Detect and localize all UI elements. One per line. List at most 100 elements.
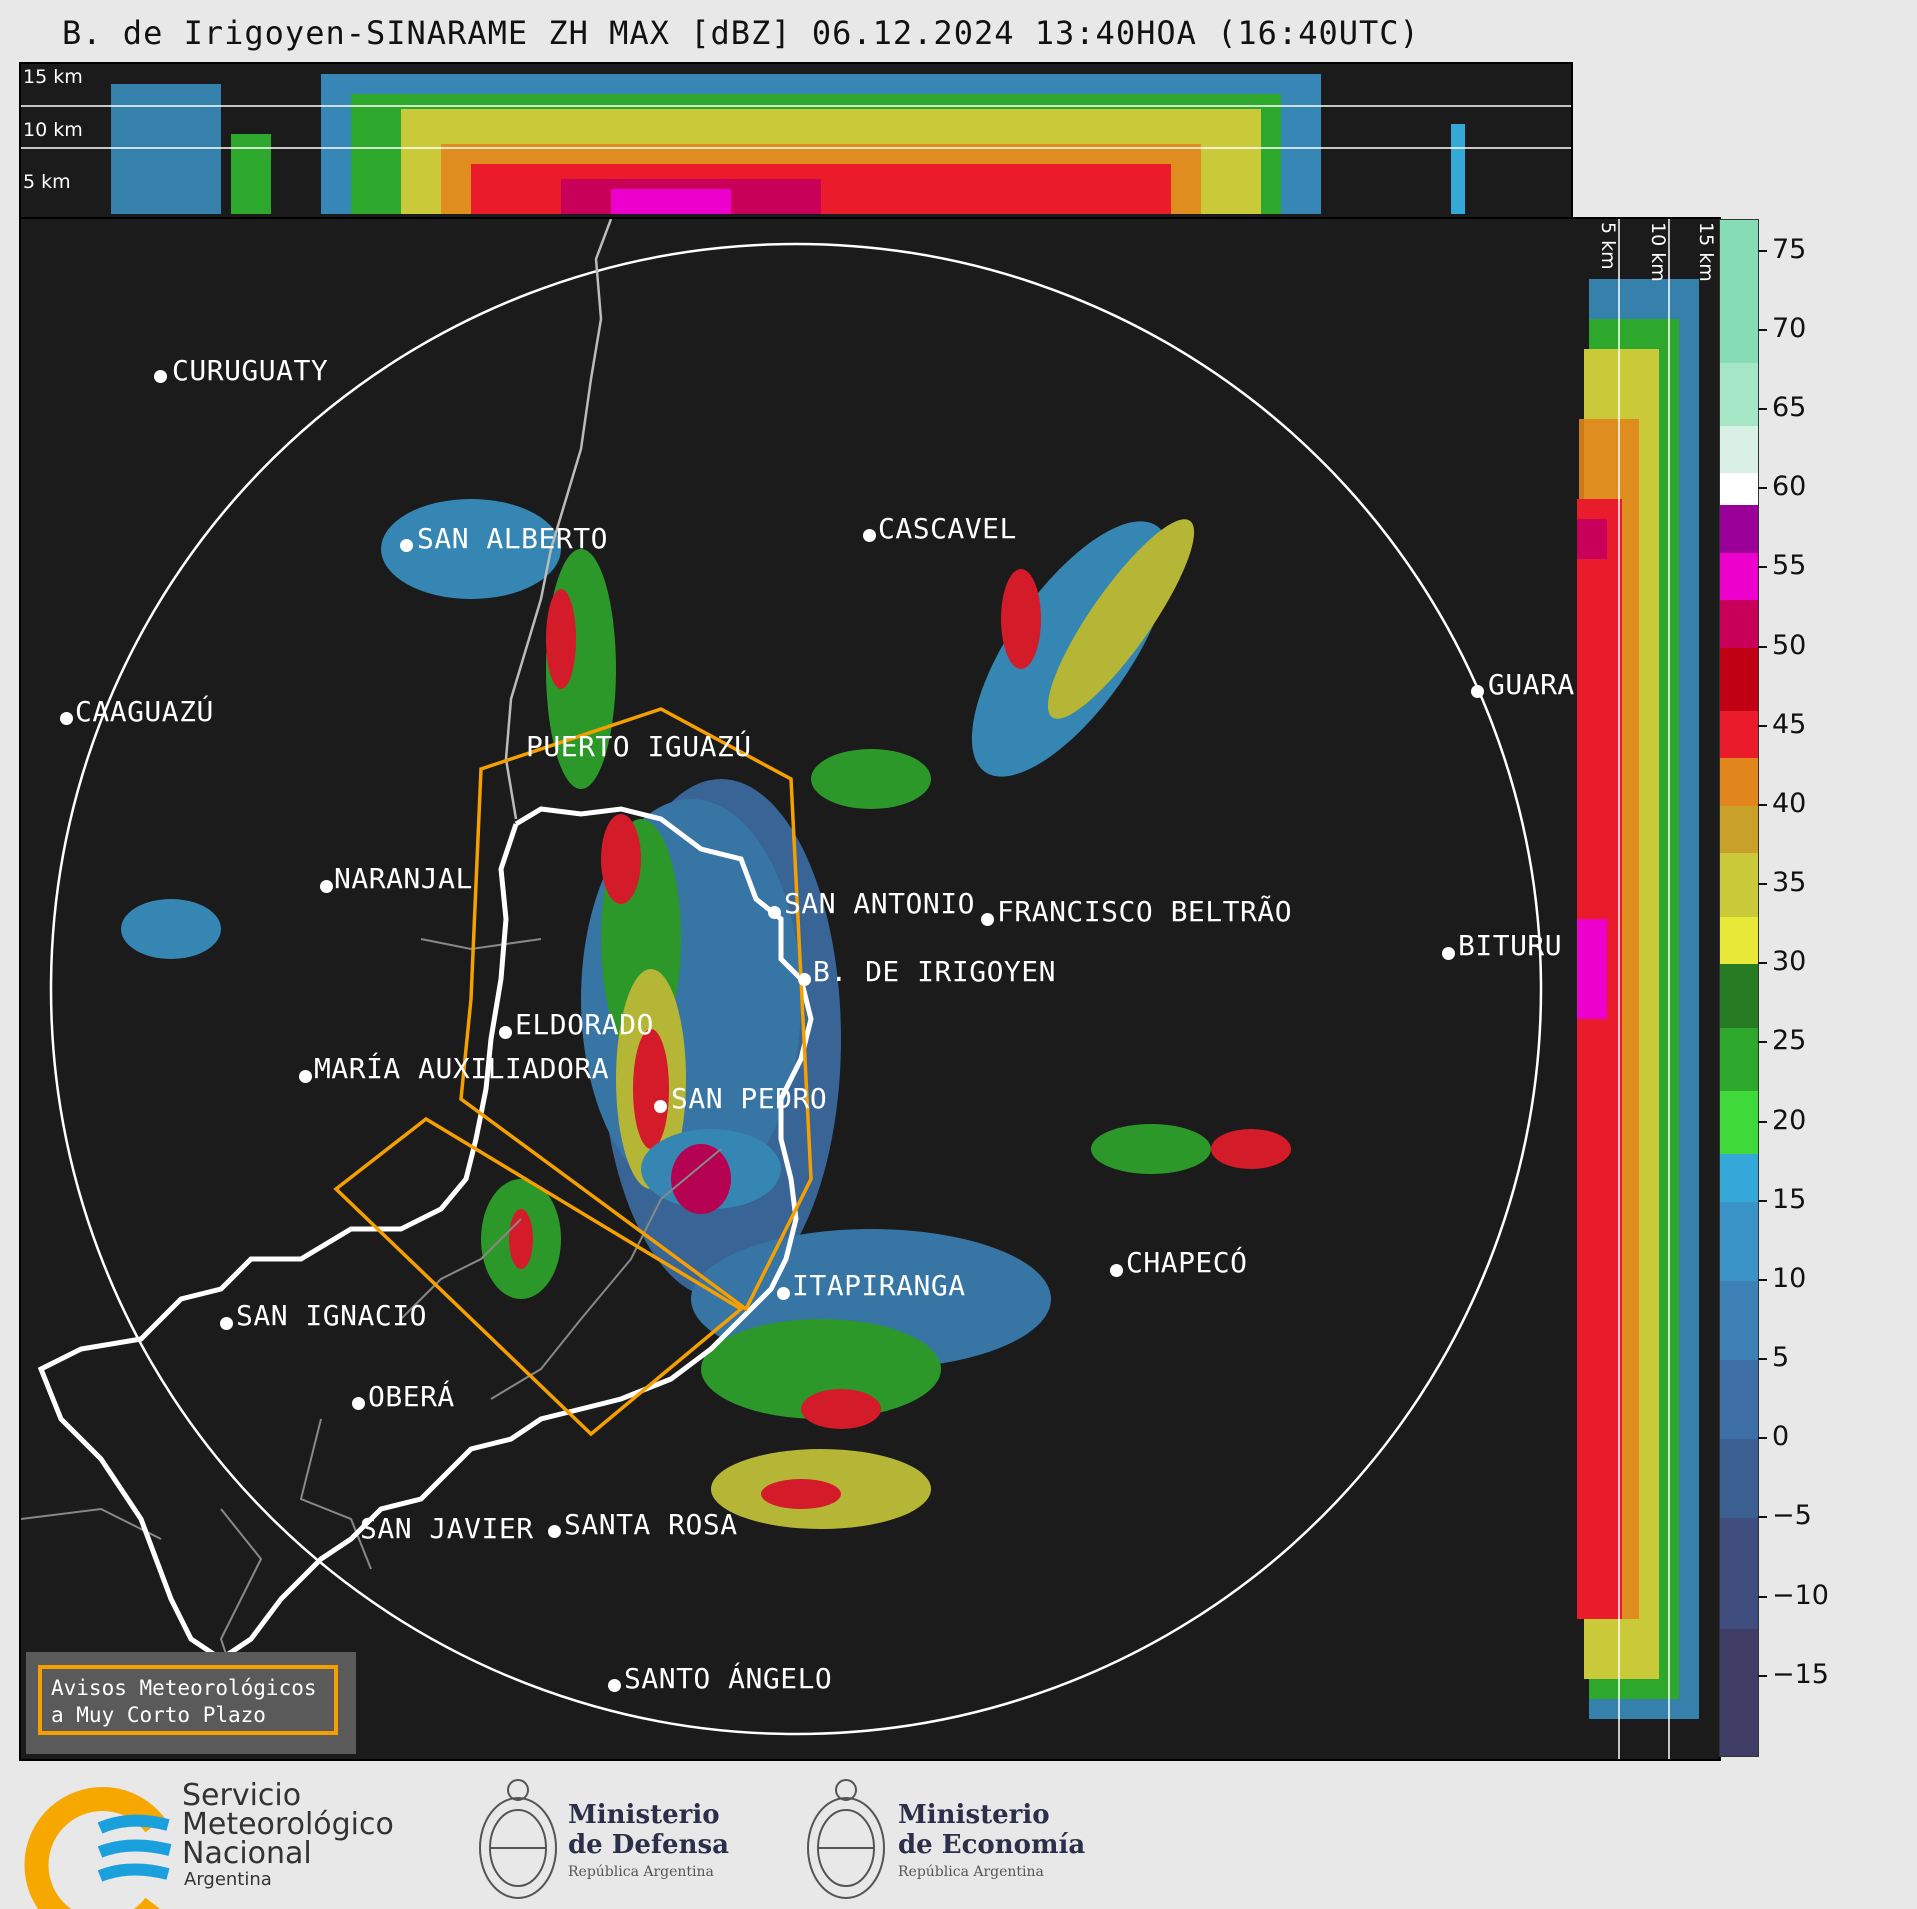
side-cross-section-echoes — [1577, 219, 1699, 1759]
city-label-maria-auxiliadora: MARÍA AUXILIADORA — [314, 1052, 610, 1085]
warning-legend-frame: Avisos Meteorológicos a Muy Corto Plazo — [38, 1665, 338, 1735]
colorbar — [1719, 219, 1759, 1757]
colorbar-segment — [1720, 1090, 1758, 1155]
province-border-west — [37, 823, 519, 1662]
colorbar-tick-label: 60 — [1772, 471, 1807, 503]
department-borders — [21, 938, 722, 1700]
city-marker-curuguaty — [154, 370, 167, 383]
side-height-label-15: 15 km — [1695, 222, 1717, 282]
economia-coat-of-arms-icon — [807, 1779, 885, 1899]
city-marker-san-antonio — [768, 906, 781, 919]
city-marker-naranjal — [320, 880, 333, 893]
city-marker-san-ignacio — [220, 1317, 233, 1330]
economia-logo-sub: República Argentina — [898, 1864, 1044, 1880]
top-height-label-10: 10 km — [23, 119, 83, 141]
colorbar-tick-label: 40 — [1772, 787, 1807, 819]
colorbar-tick-label: 30 — [1772, 946, 1807, 978]
country-border — [504, 219, 613, 820]
colorbar-segment — [1720, 362, 1758, 426]
city-marker-guara — [1471, 685, 1484, 698]
colorbar-segment — [1720, 805, 1758, 854]
colorbar-segment — [1720, 1201, 1758, 1281]
radar-map-panel — [19, 217, 1573, 1761]
province-border — [219, 806, 814, 1662]
colorbar-segment — [1720, 710, 1758, 759]
colorbar-segment — [1720, 1518, 1758, 1630]
colorbar-segment — [1720, 853, 1758, 917]
colorbar-tick-label: 75 — [1772, 233, 1807, 265]
colorbar-tick-label: 10 — [1772, 1262, 1807, 1294]
warning-legend-line2: a Muy Corto Plazo — [51, 1703, 266, 1727]
city-marker-santa-rosa — [548, 1525, 561, 1538]
colorbar-segment — [1720, 1629, 1758, 1756]
range-ring — [49, 242, 1543, 1736]
colorbar-tick-mark — [1758, 1199, 1767, 1202]
colorbar-tick-mark — [1758, 1358, 1767, 1361]
side-cross-section-panel: 5 km 10 km 15 km — [1569, 217, 1721, 1761]
city-label-santo-angelo: SANTO ÁNGELO — [624, 1662, 833, 1695]
colorbar-tick-mark — [1758, 645, 1767, 648]
defensa-logo-sub: República Argentina — [568, 1864, 714, 1880]
colorbar-tick-mark — [1758, 1437, 1767, 1440]
city-label-san-javier: SAN JAVIER — [360, 1512, 534, 1545]
city-marker-caaguazu — [60, 712, 73, 725]
city-marker-maria-auxiliadora — [299, 1070, 312, 1083]
colorbar-segment — [1720, 758, 1758, 806]
city-label-francisco-beltrao: FRANCISCO BELTRÃO — [997, 895, 1293, 928]
radar-echoes — [121, 499, 1291, 1529]
smn-logo-line4: Argentina — [184, 1869, 272, 1890]
city-marker-b-de-irigoyen — [798, 973, 811, 986]
colorbar-segment — [1720, 647, 1758, 711]
city-label-naranjal: NARANJAL — [334, 862, 473, 895]
defensa-logo-line1: Ministerio — [568, 1800, 720, 1830]
city-label-guara: GUARA — [1488, 668, 1575, 701]
city-label-chapeco: CHAPECÓ — [1126, 1246, 1248, 1279]
city-label-santa-rosa: SANTA ROSA — [564, 1508, 738, 1541]
colorbar-tick-label: 5 — [1772, 1342, 1790, 1374]
defensa-logo-line2: de Defensa — [568, 1830, 729, 1860]
city-marker-obera — [352, 1397, 365, 1410]
city-label-cascavel: CASCAVEL — [878, 512, 1017, 545]
colorbar-tick-mark — [1758, 249, 1767, 252]
warning-polygons — [333, 707, 813, 1437]
top-cross-section-panel: 15 km 10 km 5 km — [19, 62, 1573, 221]
logo-graphics — [24, 1779, 885, 1909]
city-label-bituru: BITURU — [1458, 929, 1563, 962]
colorbar-tick-mark — [1758, 724, 1767, 727]
economia-logo-line2: de Economía — [898, 1830, 1086, 1860]
colorbar-tick-label: 50 — [1772, 629, 1807, 661]
smn-logo-icon — [24, 1787, 172, 1909]
colorbar-segment — [1720, 916, 1758, 965]
colorbar-tick-label: 0 — [1772, 1421, 1790, 1453]
colorbar-tick-mark — [1758, 1041, 1767, 1044]
colorbar-segment — [1720, 1360, 1758, 1440]
city-label-obera: OBERÁ — [368, 1380, 455, 1413]
warning-legend: Avisos Meteorológicos a Muy Corto Plazo — [26, 1652, 356, 1754]
city-marker-chapeco — [1110, 1264, 1123, 1277]
colorbar-tick-label: 55 — [1772, 550, 1807, 582]
side-height-label-5: 5 km — [1597, 222, 1619, 270]
colorbar-segment — [1720, 1027, 1758, 1091]
city-marker-san-pedro — [654, 1100, 667, 1113]
top-height-label-15: 15 km — [23, 66, 83, 88]
city-marker-santo-angelo — [608, 1679, 621, 1692]
colorbar-segment — [1720, 505, 1758, 553]
smn-logo-line1: Servicio — [182, 1778, 302, 1813]
colorbar-tick-mark — [1758, 1278, 1767, 1281]
colorbar-tick-mark — [1758, 883, 1767, 886]
colorbar-tick-label: 65 — [1772, 392, 1807, 424]
colorbar-segment — [1720, 1280, 1758, 1361]
city-label-san-alberto: SAN ALBERTO — [417, 522, 608, 555]
colorbar-segment — [1720, 425, 1758, 474]
warning-legend-line1: Avisos Meteorológicos — [51, 1676, 317, 1700]
colorbar-tick-label: 35 — [1772, 867, 1807, 899]
colorbar-tick-label: −15 — [1772, 1658, 1829, 1690]
colorbar-segment — [1720, 964, 1758, 1028]
smn-logo-line2: Meteorológico — [182, 1807, 394, 1842]
city-label-caaguazu: CAAGUAZÚ — [75, 695, 214, 728]
city-marker-eldorado — [499, 1026, 512, 1039]
city-label-eldorado: ELDORADO — [515, 1008, 654, 1041]
city-label-curuguaty: CURUGUATY — [172, 354, 329, 387]
city-marker-san-alberto — [400, 539, 413, 552]
colorbar-tick-mark — [1758, 328, 1767, 331]
